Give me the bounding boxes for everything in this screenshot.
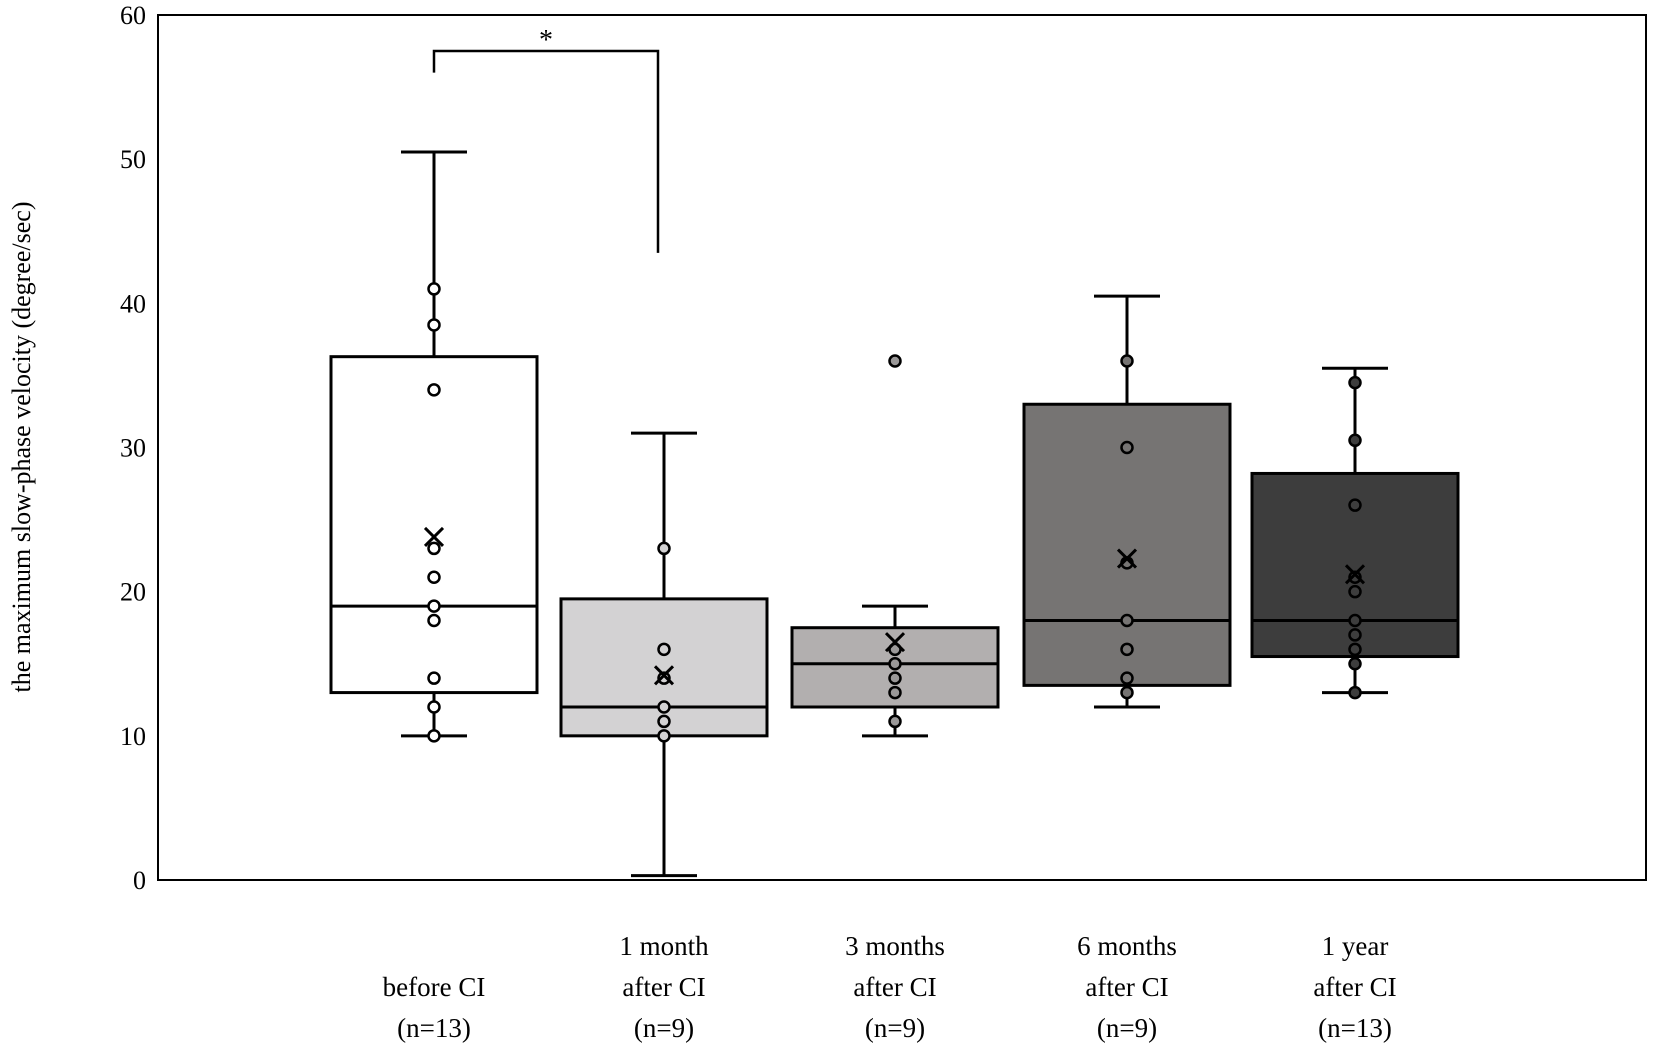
data-point <box>888 657 902 671</box>
data-point <box>657 541 671 556</box>
data-point <box>1120 671 1134 685</box>
y-axis-ticks: 0 10 20 30 40 50 60 <box>120 1 146 895</box>
data-point <box>1348 584 1362 599</box>
data-point <box>1348 685 1362 700</box>
mean-marker <box>1344 564 1366 585</box>
y-tick-label: 40 <box>120 289 146 318</box>
data-point <box>427 613 441 628</box>
data-point <box>1120 440 1134 455</box>
data-point <box>427 700 441 714</box>
data-point <box>427 671 441 685</box>
data-point <box>657 714 671 729</box>
data-point <box>1348 642 1362 657</box>
data-point <box>1348 375 1362 390</box>
data-point <box>427 570 441 584</box>
x-category-label: 1 year <box>1322 931 1389 961</box>
mean-marker <box>884 632 906 653</box>
box-group <box>559 431 769 878</box>
data-point <box>1120 642 1134 657</box>
data-point <box>1348 570 1362 584</box>
data-point <box>427 282 441 296</box>
data-point <box>888 685 902 700</box>
significance-bracket: * <box>432 25 660 253</box>
mean-marker <box>653 665 675 686</box>
data-point <box>427 383 441 397</box>
x-category-label: 1 month <box>619 931 709 961</box>
y-tick-label: 10 <box>120 722 146 751</box>
data-point <box>1120 354 1134 368</box>
data-point <box>427 318 441 332</box>
x-category-label: after CI <box>622 972 705 1002</box>
data-point <box>888 714 902 729</box>
data-point <box>657 729 671 743</box>
y-tick-label: 0 <box>133 866 146 895</box>
box-group <box>1022 294 1232 709</box>
data-point <box>1120 685 1134 700</box>
data-point <box>427 541 441 556</box>
box-body <box>329 355 539 695</box>
data-point <box>1348 628 1362 642</box>
x-axis-category-labels: before CI (n=13) 1 month after CI (n=9) 3 mon… <box>383 931 1397 1043</box>
data-point <box>657 671 671 685</box>
x-category-label: before CI <box>383 972 486 1002</box>
significance-star: * <box>539 25 553 56</box>
bracket-line <box>432 49 660 253</box>
y-tick-label: 60 <box>120 1 146 30</box>
data-point <box>427 599 441 613</box>
x-category-label: 6 months <box>1077 931 1177 961</box>
x-category-label: after CI <box>853 972 936 1002</box>
data-point <box>1348 498 1362 512</box>
box-series <box>329 150 1460 878</box>
x-category-label: (n=13) <box>1318 1013 1392 1043</box>
data-point <box>427 729 441 743</box>
x-category-label: (n=9) <box>634 1013 694 1043</box>
data-point <box>1348 433 1362 448</box>
data-point <box>657 642 671 657</box>
x-category-label: after CI <box>1313 972 1396 1002</box>
data-point <box>1120 613 1134 628</box>
y-tick-label: 50 <box>120 145 146 174</box>
data-point <box>1348 657 1362 671</box>
box-group <box>790 354 1000 738</box>
data-point <box>1348 613 1362 628</box>
x-category-label: (n=9) <box>1097 1013 1157 1043</box>
mean-marker <box>423 526 445 547</box>
data-point <box>888 354 902 368</box>
box-group <box>329 150 539 743</box>
x-category-label: (n=13) <box>397 1013 471 1043</box>
x-category-label: 3 months <box>845 931 945 961</box>
y-axis-label: the maximum slow-phase velocity (degree/… <box>7 202 36 693</box>
mean-marker <box>1116 548 1138 569</box>
y-tick-label: 20 <box>120 578 146 607</box>
data-point <box>657 700 671 714</box>
y-tick-label: 30 <box>120 434 146 463</box>
data-point <box>888 671 902 685</box>
x-category-label: after CI <box>1085 972 1168 1002</box>
x-category-label: (n=9) <box>865 1013 925 1043</box>
box-group <box>1250 366 1460 700</box>
